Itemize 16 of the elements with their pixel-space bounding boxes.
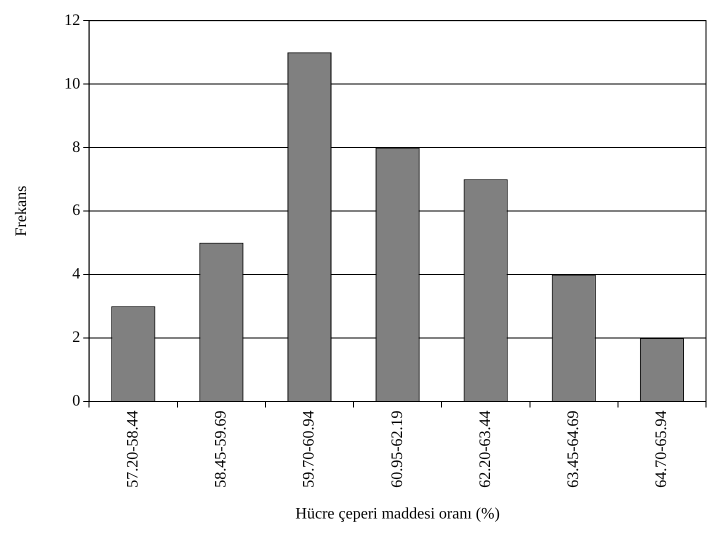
y-tick-label: 10 [64, 75, 80, 92]
x-tick-label: 60.95-62.19 [388, 410, 406, 488]
x-tick-label: 57.20-58.44 [124, 410, 142, 488]
y-tick-label: 4 [72, 266, 80, 283]
x-tick-label: 59.70-60.94 [300, 410, 318, 488]
y-tick-label: 8 [72, 138, 80, 156]
x-tick-label: 63.45-64.69 [565, 410, 582, 488]
x-tick-label: 64.70-65.94 [653, 410, 670, 488]
x-tick-label: 62.20-63.44 [476, 410, 494, 488]
x-tick-label: 58.45-59.69 [212, 410, 230, 488]
y-tick-label: 6 [72, 202, 80, 220]
x-axis-title: Hücre çeperi maddesi oranı (%) [295, 506, 500, 523]
y-tick-label: 12 [64, 12, 80, 29]
y-tick-label: 0 [72, 392, 80, 410]
y-axis-title: Frekans [12, 186, 30, 236]
y-tick-label: 2 [72, 329, 80, 346]
